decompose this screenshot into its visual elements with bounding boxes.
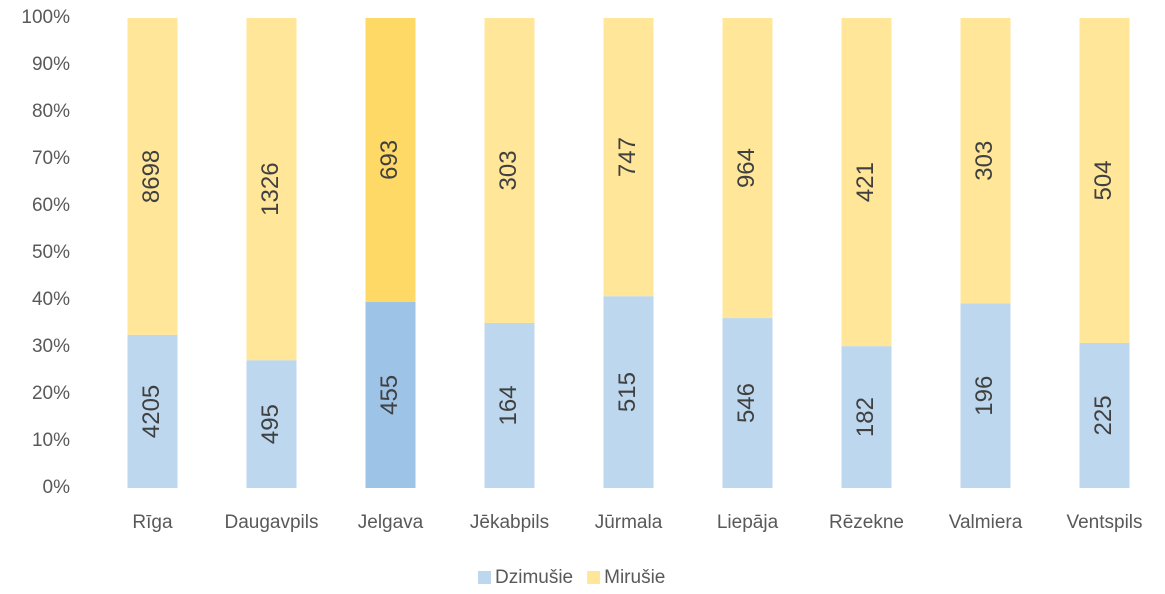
bar-segment (722, 318, 773, 488)
data-label: 164 (495, 385, 522, 425)
legend-label: Mirušie (604, 567, 665, 588)
data-label: 225 (1090, 395, 1117, 435)
bar-segment (246, 18, 297, 361)
y-tick-label: 100% (21, 7, 70, 28)
data-label: 421 (852, 162, 879, 202)
bar-segment (603, 18, 654, 297)
y-tick-label: 20% (32, 383, 70, 404)
y-tick-label: 0% (43, 477, 71, 498)
bar-segment (365, 18, 416, 302)
bar-segment (722, 18, 773, 319)
data-label: 747 (614, 137, 641, 177)
bar-segment (127, 18, 178, 335)
bar-segment (484, 18, 535, 323)
data-label: 964 (733, 148, 760, 188)
bar-segment (960, 18, 1011, 304)
x-tick-label: Valmiera (949, 512, 1023, 533)
data-label: 303 (971, 141, 998, 181)
data-label: 196 (971, 376, 998, 416)
data-label: 1326 (257, 162, 284, 215)
data-label: 4205 (138, 385, 165, 438)
data-label: 693 (376, 140, 403, 180)
x-tick-label: Jūrmala (595, 512, 663, 533)
bar-segment (841, 346, 892, 488)
y-tick-label: 40% (32, 289, 70, 310)
x-tick-label: Rīga (132, 512, 173, 533)
bar-segment (1079, 342, 1130, 488)
bar-segment (484, 322, 535, 488)
y-tick-label: 70% (32, 148, 70, 169)
data-label: 455 (376, 375, 403, 415)
y-tick-label: 30% (32, 336, 70, 357)
x-tick-label: Ventspils (1066, 512, 1142, 533)
y-tick-label: 60% (32, 195, 70, 216)
bar-segment (1079, 18, 1130, 343)
x-tick-label: Daugavpils (225, 512, 319, 533)
y-tick-label: 50% (32, 242, 70, 263)
legend-label: Dzimušie (495, 567, 573, 588)
data-label: 546 (733, 383, 760, 423)
bar-segment (841, 18, 892, 347)
legend-swatch (587, 571, 601, 584)
data-label: 495 (257, 404, 284, 444)
y-tick-label: 10% (32, 430, 70, 451)
bar-segment (603, 296, 654, 488)
y-tick-label: 80% (32, 101, 70, 122)
legend-swatch (478, 571, 491, 584)
data-label: 8698 (138, 150, 165, 203)
x-tick-label: Jēkabpils (470, 512, 549, 533)
x-tick-label: Jelgava (358, 512, 424, 533)
data-label: 504 (1090, 160, 1117, 200)
data-label: 515 (614, 372, 641, 412)
bar-segment (246, 360, 297, 488)
bar-segment (960, 303, 1011, 488)
x-tick-label: Liepāja (717, 512, 779, 533)
data-label: 303 (495, 150, 522, 190)
bar-segment (365, 301, 416, 488)
x-tick-label: Rēzekne (829, 512, 904, 533)
data-label: 182 (852, 397, 879, 437)
bar-segment (127, 334, 178, 488)
y-tick-label: 90% (32, 54, 70, 75)
